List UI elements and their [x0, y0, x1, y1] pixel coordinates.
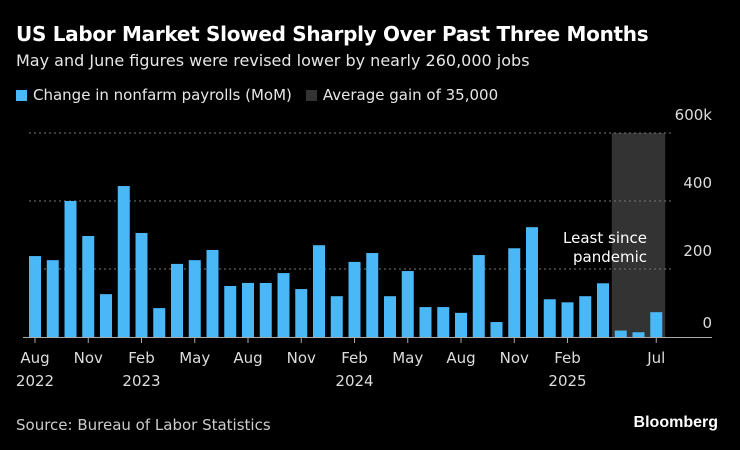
bar-jan-2025	[543, 299, 556, 337]
bar-jan-2024	[330, 296, 343, 337]
bar-jul-2025	[650, 312, 663, 337]
x-tick-label: May	[392, 349, 423, 367]
bar-apr-2023	[171, 263, 183, 337]
bar-sep-2023	[259, 282, 272, 337]
x-tick-label: Feb	[554, 349, 581, 367]
bar-oct-2024	[490, 322, 503, 337]
bar-jun-2024	[419, 307, 432, 337]
bar-jan-2023	[117, 186, 130, 337]
highlight-region	[611, 133, 666, 337]
bar-may-2023	[188, 260, 201, 337]
x-tick-year: 2023	[122, 372, 160, 390]
bar-jun-2025	[632, 332, 645, 337]
bar-mar-2023	[153, 308, 166, 337]
x-tick-label: Feb	[341, 349, 368, 367]
y-tick-label: 200	[683, 242, 712, 260]
bar-sep-2022	[46, 260, 59, 337]
bar-sep-2024	[472, 255, 485, 337]
bar-dec-2023	[313, 245, 325, 337]
bar-jul-2023	[224, 286, 237, 337]
source-note: Source: Bureau of Labor Statistics	[16, 416, 271, 434]
bar-jun-2023	[206, 249, 219, 337]
bar-oct-2022	[64, 201, 77, 337]
bar-dec-2024	[526, 227, 538, 337]
x-tick-year: 2024	[335, 372, 373, 390]
y-tick-label: 0	[702, 314, 712, 332]
legend-label: Average gain of 35,000	[322, 86, 499, 104]
bar-nov-2023	[295, 289, 308, 337]
bar-may-2025	[614, 330, 627, 337]
bar-aug-2024	[455, 312, 467, 337]
x-tick-label: Aug	[20, 349, 49, 367]
chart-title: US Labor Market Slowed Sharply Over Past…	[16, 22, 649, 46]
bar-aug-2022	[29, 256, 41, 337]
y-tick-label: 600k	[675, 106, 713, 124]
x-tick-label: Nov	[287, 349, 316, 367]
annotation-line-1: Least since	[563, 229, 647, 247]
bar-apr-2025	[597, 283, 609, 337]
x-tick-label: Feb	[128, 349, 155, 367]
x-tick-year: 2022	[16, 372, 54, 390]
bar-feb-2023	[135, 232, 148, 337]
bar-may-2024	[401, 271, 414, 337]
legend-swatch	[305, 89, 317, 101]
annotation-line-2: pandemic	[573, 248, 647, 266]
bar-feb-2024	[348, 261, 361, 337]
legend-label: Change in nonfarm payrolls (MoM)	[33, 86, 292, 104]
legend-swatch	[16, 89, 27, 101]
bloomberg-logo: Bloomberg	[633, 414, 718, 431]
bar-nov-2022	[82, 236, 95, 337]
bar-mar-2024	[366, 253, 379, 337]
legend-item-average: Average gain of 35,000	[305, 86, 499, 104]
y-tick-label: 400	[683, 174, 712, 192]
x-tick-label: May	[179, 349, 210, 367]
bar-oct-2023	[277, 273, 290, 337]
x-tick-label: Nov	[74, 349, 103, 367]
x-tick-label: Aug	[446, 349, 475, 367]
bar-feb-2025	[561, 302, 574, 337]
bar-apr-2024	[384, 296, 396, 337]
x-tick-label: Nov	[500, 349, 529, 367]
bar-dec-2022	[100, 294, 112, 337]
x-tick-year: 2025	[548, 372, 586, 390]
bar-aug-2023	[242, 282, 254, 337]
bar-mar-2025	[579, 296, 592, 337]
legend-item-payrolls: Change in nonfarm payrolls (MoM)	[16, 86, 292, 104]
bar-jul-2024	[437, 307, 450, 337]
bar-nov-2024	[508, 248, 521, 337]
x-tick-label: Jul	[646, 349, 665, 367]
legend: Change in nonfarm payrolls (MoM) Average…	[16, 86, 498, 104]
x-tick-label: Aug	[233, 349, 262, 367]
chart-subtitle: May and June figures were revised lower …	[16, 51, 530, 70]
